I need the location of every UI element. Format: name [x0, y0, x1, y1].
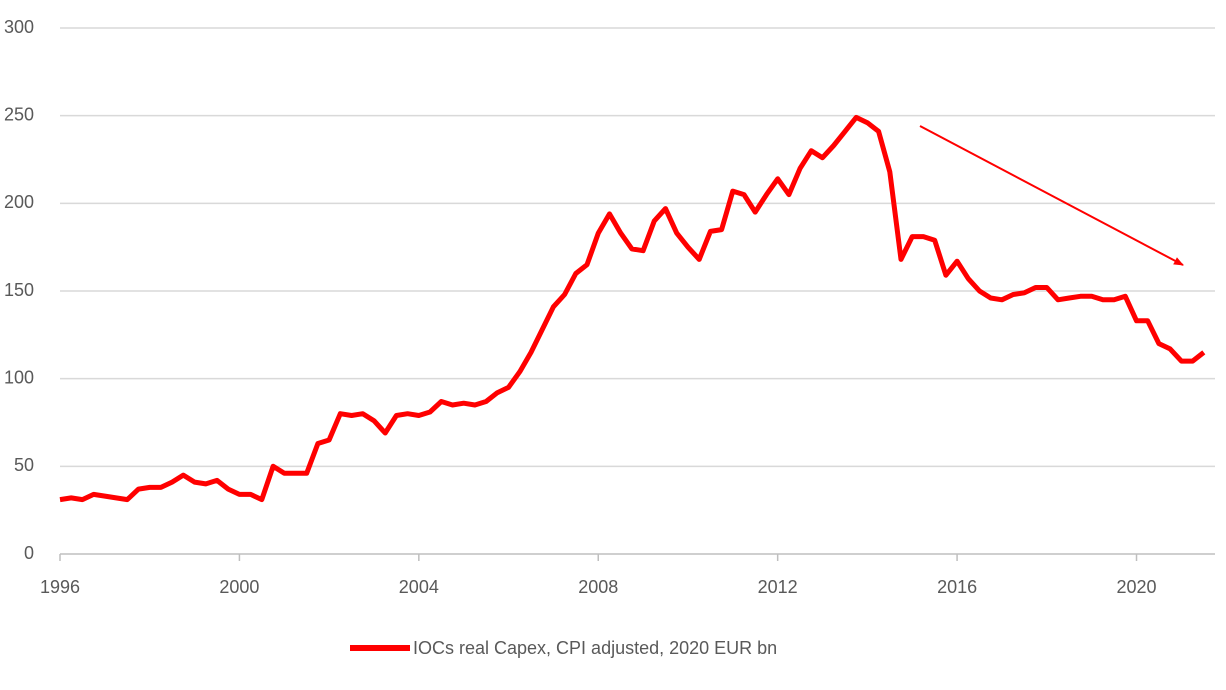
data-line — [59, 114, 1206, 503]
x-tick-label: 2016 — [937, 577, 977, 597]
plot — [59, 114, 1206, 503]
x-tick-label: 1996 — [40, 577, 80, 597]
y-tick-label: 50 — [14, 455, 34, 475]
y-tick-label: 100 — [4, 367, 34, 387]
x-tick-label: 2004 — [399, 577, 439, 597]
y-tick-label: 300 — [4, 17, 34, 37]
x-tick-label: 2000 — [219, 577, 259, 597]
grid: 0 50 100 150 200 250 300 1996 2000 2004 2008 2012 20… — [4, 17, 1215, 597]
y-tick-label: 0 — [24, 543, 34, 563]
y-tick-label: 250 — [4, 104, 34, 124]
trend-arrow — [919, 125, 1184, 266]
y-tick-label: 150 — [4, 280, 34, 300]
x-tick-label: 2008 — [578, 577, 618, 597]
legend-label: IOCs real Capex, CPI adjusted, 2020 EUR … — [413, 638, 777, 658]
y-tick-label: 200 — [4, 192, 34, 212]
x-tick-label: 2012 — [758, 577, 798, 597]
x-tick-label: 2020 — [1116, 577, 1156, 597]
